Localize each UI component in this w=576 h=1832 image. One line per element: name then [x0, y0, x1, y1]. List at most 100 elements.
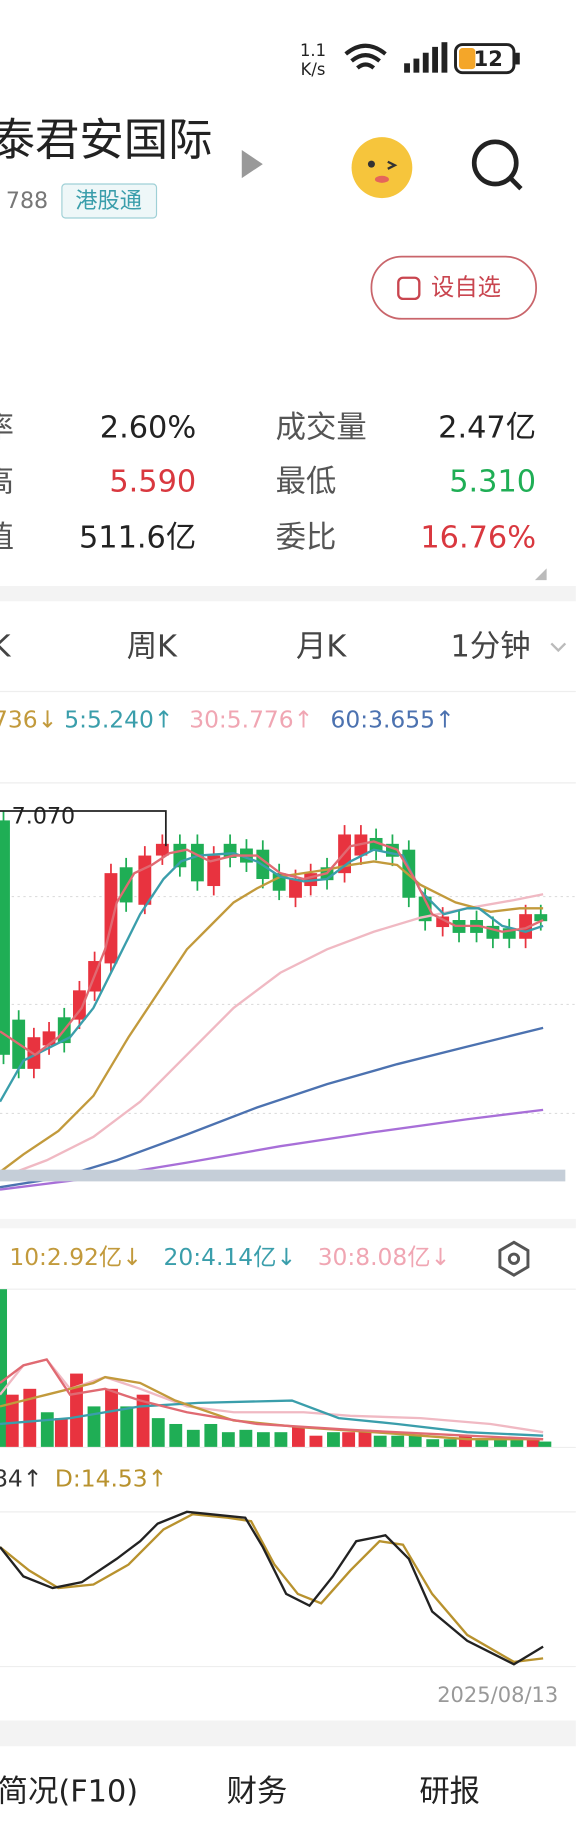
footer-tab[interactable]: 财务	[227, 1775, 288, 1810]
volume-line	[0, 1399, 544, 1437]
search-icon[interactable]	[471, 139, 523, 191]
volume-bar	[105, 1388, 118, 1448]
more-corner[interactable]	[534, 568, 547, 581]
volume-bar	[358, 1429, 372, 1448]
volume-bar	[87, 1406, 101, 1448]
ma-legend: 736↓	[0, 705, 57, 733]
period-tab[interactable]: K	[0, 630, 12, 665]
candle-body	[0, 820, 10, 1055]
kdj-line	[0, 1513, 544, 1664]
period-tab[interactable]: 1分钟	[451, 630, 531, 665]
volume-bar	[40, 1412, 54, 1448]
volume-bar	[309, 1435, 323, 1448]
volume-bar	[373, 1435, 387, 1448]
ma-legend: 30:5.776↑	[189, 705, 313, 733]
settings-icon[interactable]	[498, 1240, 530, 1277]
volume-bar	[23, 1388, 37, 1448]
candle-body	[436, 916, 450, 928]
stock-tag: 港股通	[75, 188, 142, 214]
volume-bar	[54, 1418, 68, 1448]
battery-level	[459, 48, 476, 70]
stat-value: 5.590	[109, 464, 196, 499]
volume-bar	[221, 1432, 235, 1448]
stat-value: 16.76%	[420, 521, 536, 556]
battery-text: 12	[474, 46, 503, 71]
chart-grid	[0, 895, 576, 1114]
period-tab[interactable]: 月K	[296, 630, 347, 665]
ma-legend: 5:5.240↑	[64, 705, 173, 733]
divider-band	[0, 586, 576, 602]
volume-bar	[526, 1439, 540, 1448]
stat-value: 5.310	[449, 464, 536, 499]
stat-value: 2.60%	[100, 410, 196, 445]
volume-bar	[426, 1439, 440, 1448]
ma-line	[0, 840, 544, 1057]
expand-arrow[interactable]	[241, 150, 263, 179]
volume-bar	[459, 1435, 472, 1448]
volume-bar	[475, 1439, 489, 1448]
mascot-icon[interactable]	[351, 137, 413, 199]
volume-bar	[408, 1435, 422, 1448]
chart-band	[0, 1169, 566, 1182]
footer-tab[interactable]: 研报	[419, 1775, 480, 1810]
kdj-legend: D:14.53↑	[55, 1465, 167, 1493]
stock-code: 788	[6, 188, 48, 214]
volume-legend: 10:2.92亿↓	[9, 1243, 141, 1271]
section-divider	[0, 1218, 576, 1229]
volume-bar	[5, 1394, 19, 1448]
volume-bar	[538, 1441, 552, 1448]
tab-chevron[interactable]	[550, 642, 567, 653]
volume-bar	[494, 1439, 507, 1448]
volume-bar	[327, 1432, 340, 1448]
footer-tab[interactable]: 简况(F10)	[0, 1775, 138, 1810]
watchlist-label[interactable]: 设自选	[431, 273, 501, 301]
candle-body	[138, 855, 152, 905]
volume-bar	[151, 1418, 165, 1448]
ma-line	[0, 893, 544, 1179]
tag-box	[61, 183, 158, 219]
high-label: 7.070	[12, 803, 76, 829]
stat-label: 值	[0, 521, 14, 556]
stat-label: 成交量	[276, 410, 367, 445]
net-unit: K/s	[301, 60, 326, 79]
chart-date: 2025/08/13	[437, 1682, 558, 1707]
stat-label: 委比	[276, 521, 337, 556]
ma-line	[0, 848, 544, 1103]
signal-icon	[404, 42, 448, 73]
volume-bar	[186, 1429, 200, 1448]
volume-bar	[391, 1435, 405, 1448]
wifi-icon	[344, 43, 387, 70]
candle-body	[289, 879, 302, 898]
candle-body	[519, 914, 533, 939]
volume-legend: 30:8.08亿↓	[318, 1243, 450, 1271]
stat-value: 511.6亿	[79, 521, 196, 556]
volume-bar	[204, 1423, 218, 1448]
bottom-band	[0, 1720, 576, 1747]
volume-bar	[292, 1427, 305, 1448]
volume-bar	[274, 1432, 288, 1448]
candle-body	[155, 843, 169, 856]
volume-bar	[510, 1439, 524, 1448]
volume-line	[0, 1358, 544, 1441]
candle-body	[207, 855, 221, 887]
stat-label: 高	[0, 464, 14, 499]
period-tab[interactable]: 周K	[127, 630, 178, 665]
candle-body	[104, 873, 118, 964]
ma-legend: 60:3.655↑	[331, 705, 455, 733]
stat-label: 最低	[276, 464, 337, 499]
stock-title: 泰君安国际	[0, 115, 213, 166]
watchlist-icon	[397, 276, 421, 301]
kdj-legend: 84↑	[0, 1465, 42, 1493]
watchlist-button[interactable]	[370, 255, 537, 320]
stat-value: 2.47亿	[438, 410, 536, 445]
kdj-line	[0, 1510, 544, 1666]
volume-bar	[239, 1429, 253, 1448]
volume-bar	[256, 1432, 270, 1448]
net-speed: 1.1	[300, 41, 326, 60]
volume-bar	[169, 1423, 183, 1448]
volume-bar	[342, 1432, 356, 1448]
battery-tip	[515, 52, 520, 65]
volume-bar	[136, 1394, 150, 1448]
